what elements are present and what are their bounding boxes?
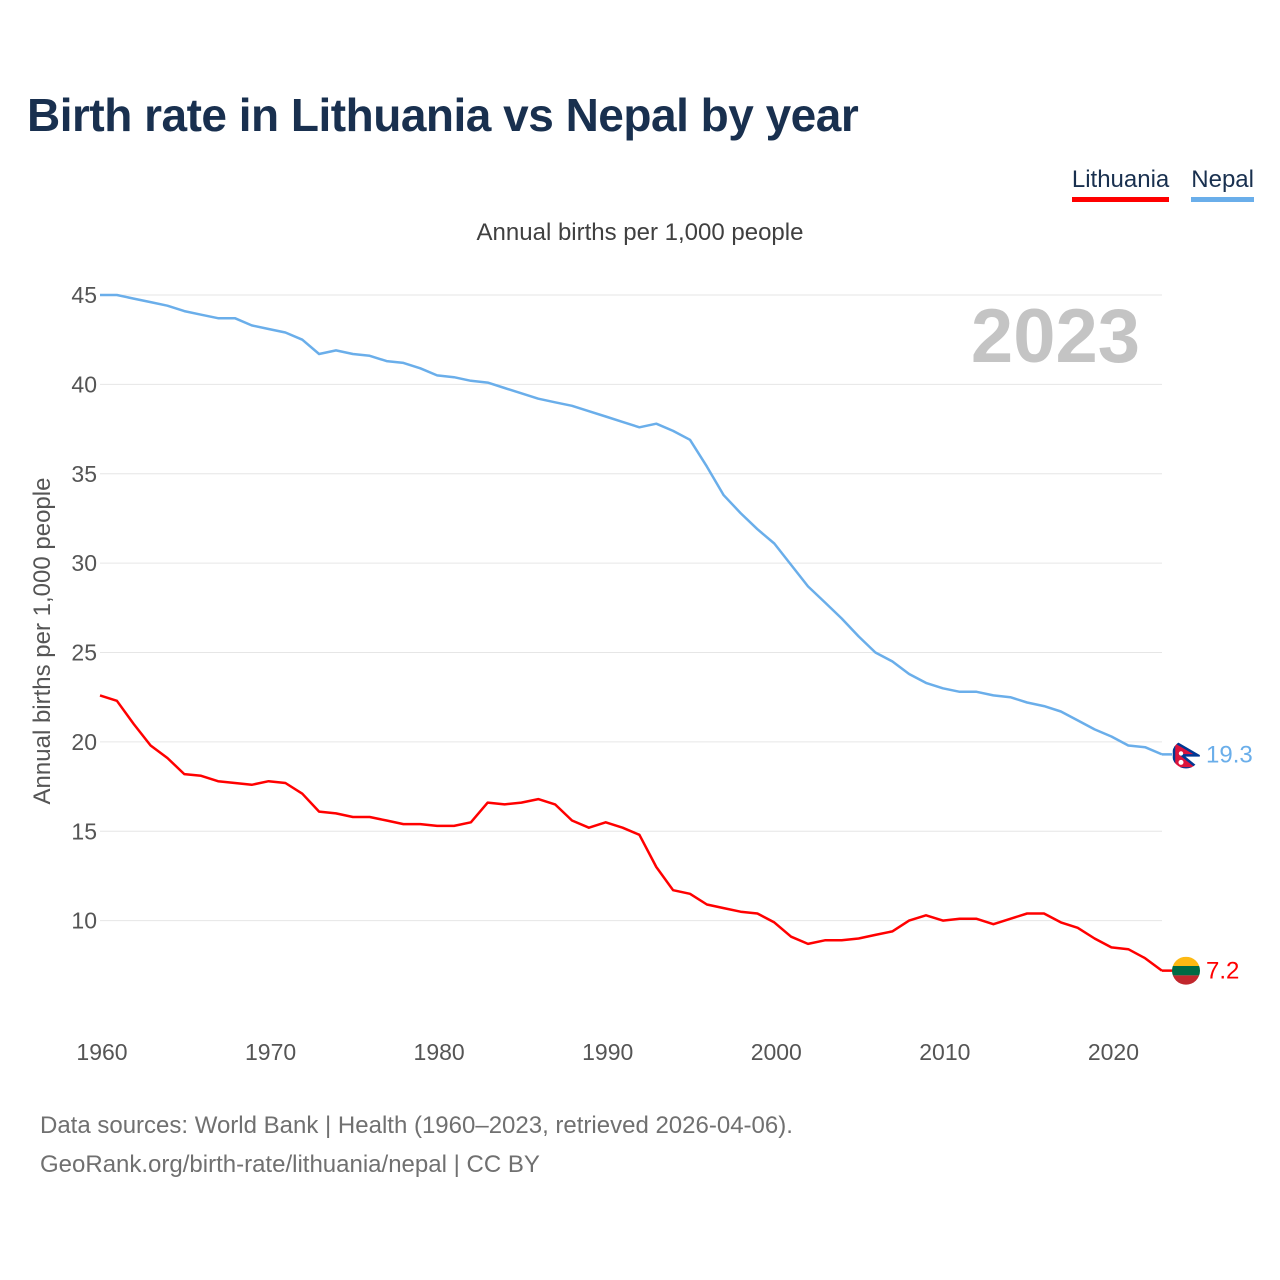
x-tick-label: 2020 [1088,1039,1139,1065]
year-label: 2023 [971,294,1140,379]
y-tick-label: 20 [71,729,97,755]
x-tick-label: 1990 [582,1039,633,1065]
lithuania-flag-icon [1172,956,1200,985]
legend-item-lithuania[interactable]: Lithuania [1071,166,1170,202]
x-tick-label: 1970 [245,1039,296,1065]
y-tick-label: 45 [71,282,97,308]
series-layer [99,293,1186,972]
lithuania-end-value: 7.2 [1206,958,1239,985]
source-url-text[interactable]: GeoRank.org/birth-rate/lithuania/nepal |… [40,1151,540,1178]
x-tick-label: 1960 [76,1039,127,1065]
series-line-lithuania[interactable] [99,694,1163,972]
chart-title: Birth rate in Lithuania vs Nepal by year [27,89,859,141]
y-axis-label: Annual births per 1,000 people [29,478,56,805]
y-tick-label: 40 [71,371,97,397]
line-chart: Annual births per 1,000 people 10 15 20 25 3… [29,219,1253,1065]
y-tick-label: 10 [71,908,97,934]
x-tick-label: 2010 [919,1039,970,1065]
legend: Lithuania Nepal [1071,166,1254,202]
y-tick-label: 25 [71,640,97,666]
chart-subtitle: Annual births per 1,000 people [477,219,804,246]
footer: Data sources: World Bank | Health (1960–… [40,1106,793,1184]
y-axis-ticks: 10 15 20 25 30 35 40 45 [71,282,97,934]
data-source-text: Data sources: World Bank | Health (1960–… [40,1112,793,1139]
y-tick-label: 30 [71,550,97,576]
y-tick-label: 35 [71,461,97,487]
x-tick-label: 1980 [414,1039,465,1065]
series-line-nepal[interactable] [100,293,1163,756]
legend-item-nepal[interactable]: Nepal [1191,166,1254,202]
x-tick-label: 2000 [751,1039,802,1065]
nepal-end-value: 19.3 [1206,741,1253,768]
x-axis-ticks: 1960 1970 1980 1990 2000 2010 2020 [76,1039,1139,1065]
y-tick-label: 15 [71,818,97,844]
gridlines [100,294,1162,922]
nepal-flag-icon [1172,740,1200,769]
